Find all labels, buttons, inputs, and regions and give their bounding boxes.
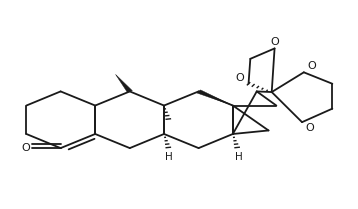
Text: O: O — [308, 61, 316, 71]
Text: O: O — [306, 123, 314, 133]
Text: H: H — [165, 152, 173, 162]
Polygon shape — [197, 90, 233, 106]
Text: H: H — [236, 152, 243, 162]
Polygon shape — [116, 74, 132, 92]
Text: O: O — [236, 73, 244, 83]
Text: O: O — [21, 143, 30, 153]
Text: O: O — [270, 37, 279, 47]
